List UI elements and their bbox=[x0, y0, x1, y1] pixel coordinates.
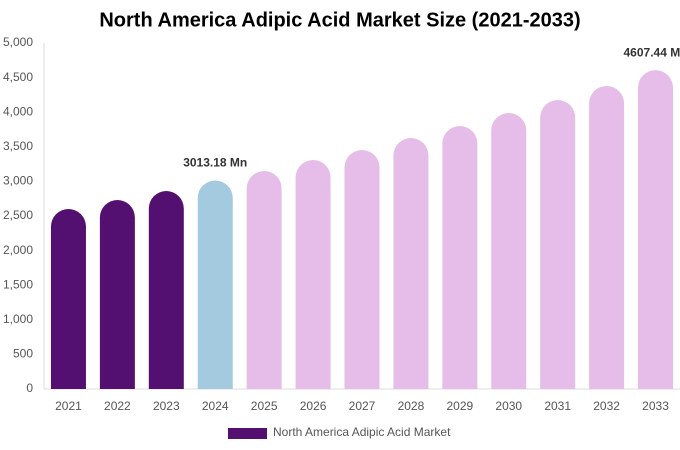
x-tick-label: 2030 bbox=[495, 399, 522, 413]
chart-title: North America Adipic Acid Market Size (2… bbox=[99, 9, 580, 31]
bar bbox=[99, 200, 135, 389]
x-tick-label: 2027 bbox=[349, 399, 376, 413]
x-tick-label: 2028 bbox=[398, 399, 425, 413]
x-tick-label: 2024 bbox=[202, 399, 229, 413]
bar bbox=[589, 85, 625, 389]
x-tick-label: 2025 bbox=[251, 399, 278, 413]
x-tick-label: 2022 bbox=[104, 399, 131, 413]
y-tick-label: 2,500 bbox=[3, 208, 33, 222]
x-tick-label: 2032 bbox=[593, 399, 620, 413]
x-tick-label: 2023 bbox=[153, 399, 180, 413]
y-tick-label: 500 bbox=[13, 347, 33, 361]
y-tick-label: 5,000 bbox=[3, 35, 33, 49]
bar bbox=[197, 180, 233, 389]
bar bbox=[638, 70, 674, 389]
bar bbox=[393, 138, 429, 389]
x-tick-label: 2031 bbox=[544, 399, 571, 413]
bar bbox=[344, 149, 380, 389]
y-tick-label: 4,000 bbox=[3, 104, 33, 118]
bar bbox=[246, 171, 282, 389]
y-tick-label: 3,500 bbox=[3, 139, 33, 153]
y-tick-label: 0 bbox=[26, 381, 33, 395]
x-tick-label: 2026 bbox=[300, 399, 327, 413]
value-label: 3013.18 Mn bbox=[183, 156, 247, 170]
bar bbox=[50, 209, 86, 389]
value-label: 4607.44 Mn bbox=[624, 45, 680, 59]
legend-label: North America Adipic Acid Market bbox=[273, 425, 451, 439]
y-tick-label: 3,000 bbox=[3, 174, 33, 188]
bar bbox=[491, 113, 527, 389]
x-tick-label: 2029 bbox=[446, 399, 473, 413]
y-tick-label: 4,500 bbox=[3, 70, 33, 84]
y-tick-label: 1,000 bbox=[3, 312, 33, 326]
bar bbox=[295, 160, 331, 389]
legend-swatch bbox=[228, 428, 267, 439]
y-tick-label: 1,500 bbox=[3, 277, 33, 291]
x-tick-label: 2033 bbox=[642, 399, 669, 413]
bar bbox=[148, 191, 184, 389]
y-tick-label: 2,000 bbox=[3, 243, 33, 257]
bar bbox=[442, 126, 478, 389]
x-tick-label: 2021 bbox=[55, 399, 82, 413]
bar bbox=[540, 100, 576, 389]
